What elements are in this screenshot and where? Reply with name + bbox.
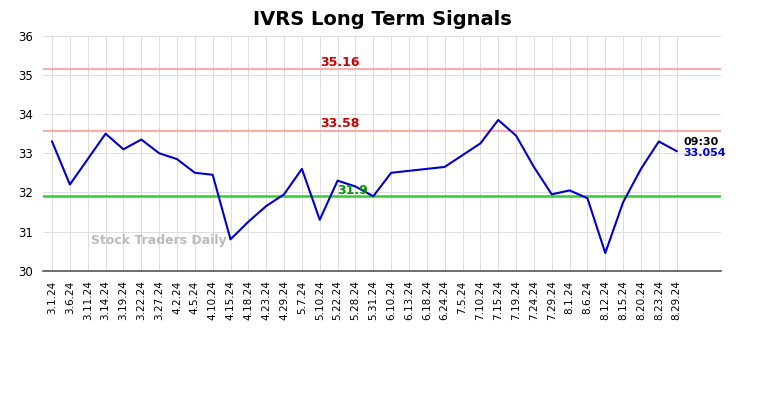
Text: 33.054: 33.054 — [684, 148, 727, 158]
Text: Stock Traders Daily: Stock Traders Daily — [91, 234, 227, 247]
Text: 35.16: 35.16 — [320, 56, 359, 68]
Text: 33.58: 33.58 — [320, 117, 359, 131]
Text: 09:30: 09:30 — [684, 137, 719, 147]
Text: 31.9: 31.9 — [338, 184, 368, 197]
Title: IVRS Long Term Signals: IVRS Long Term Signals — [252, 10, 512, 29]
